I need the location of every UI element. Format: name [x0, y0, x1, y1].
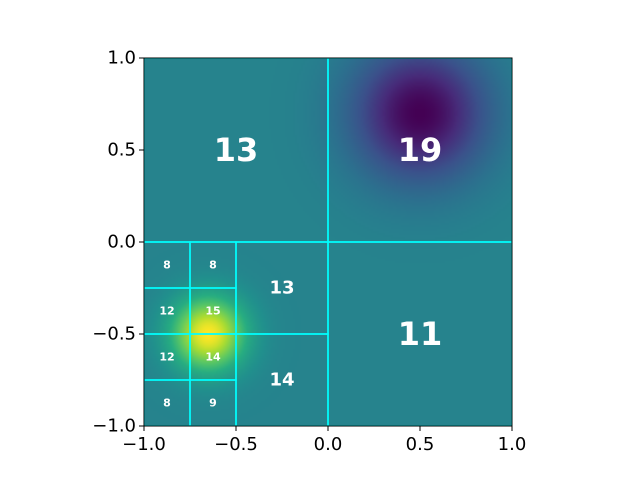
x-tick-label: −0.5	[214, 434, 258, 455]
cell-count-label: 8	[209, 259, 217, 272]
x-axis: −1.0 −0.5 0.0 0.5 1.0	[122, 426, 526, 455]
cell-count-label: 14	[269, 370, 294, 391]
x-tick-label: 0.0	[314, 434, 343, 455]
plot-area: 13 19 11 13 14 8 8 12 15 12 14 8 9	[144, 58, 512, 426]
y-tick-label: −0.5	[92, 324, 136, 345]
cell-count-label: 19	[398, 131, 443, 169]
cell-count-label: 13	[214, 131, 259, 169]
y-tick-label: 0.0	[107, 232, 136, 253]
cell-count-label: 13	[269, 278, 294, 299]
y-tick-label: 0.5	[107, 140, 136, 161]
cell-border	[189, 379, 237, 426]
cell-count-label: 8	[163, 259, 171, 272]
y-tick-label: 1.0	[107, 48, 136, 69]
x-tick-label: 1.0	[498, 434, 527, 455]
cell-count-label: 15	[205, 305, 220, 318]
cell-count-label: 12	[159, 305, 174, 318]
cell-count-label: 8	[163, 397, 171, 410]
cell-count-label: 14	[205, 351, 221, 364]
quadtree-grid-lines	[144, 58, 512, 426]
cell-count-label: 12	[159, 351, 174, 364]
cell-count-label: 11	[398, 315, 443, 353]
x-tick-label: 0.5	[406, 434, 435, 455]
cell-count-label: 9	[209, 397, 217, 410]
x-tick-label: −1.0	[122, 434, 166, 455]
y-axis: −1.0 −0.5 0.0 0.5 1.0	[92, 48, 144, 437]
y-tick-label: −1.0	[92, 416, 136, 437]
cell-labels: 13 19 11 13 14 8 8 12 15 12 14 8 9	[159, 131, 442, 410]
